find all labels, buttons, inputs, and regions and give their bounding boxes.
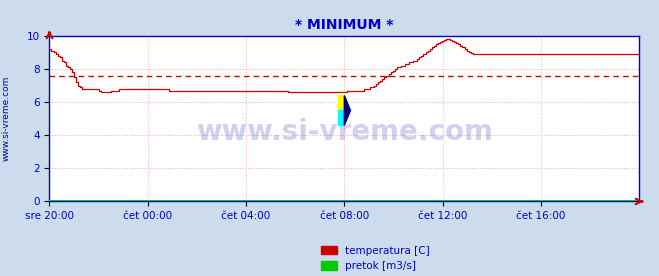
Text: www.si-vreme.com: www.si-vreme.com [2,76,11,161]
Title: * MINIMUM *: * MINIMUM * [295,18,393,32]
Bar [338,95,345,110]
Bar [338,110,345,125]
Text: www.si-vreme.com: www.si-vreme.com [196,118,493,146]
Legend: temperatura [C], pretok [m3/s]: temperatura [C], pretok [m3/s] [322,246,430,271]
Polygon shape [345,95,351,125]
